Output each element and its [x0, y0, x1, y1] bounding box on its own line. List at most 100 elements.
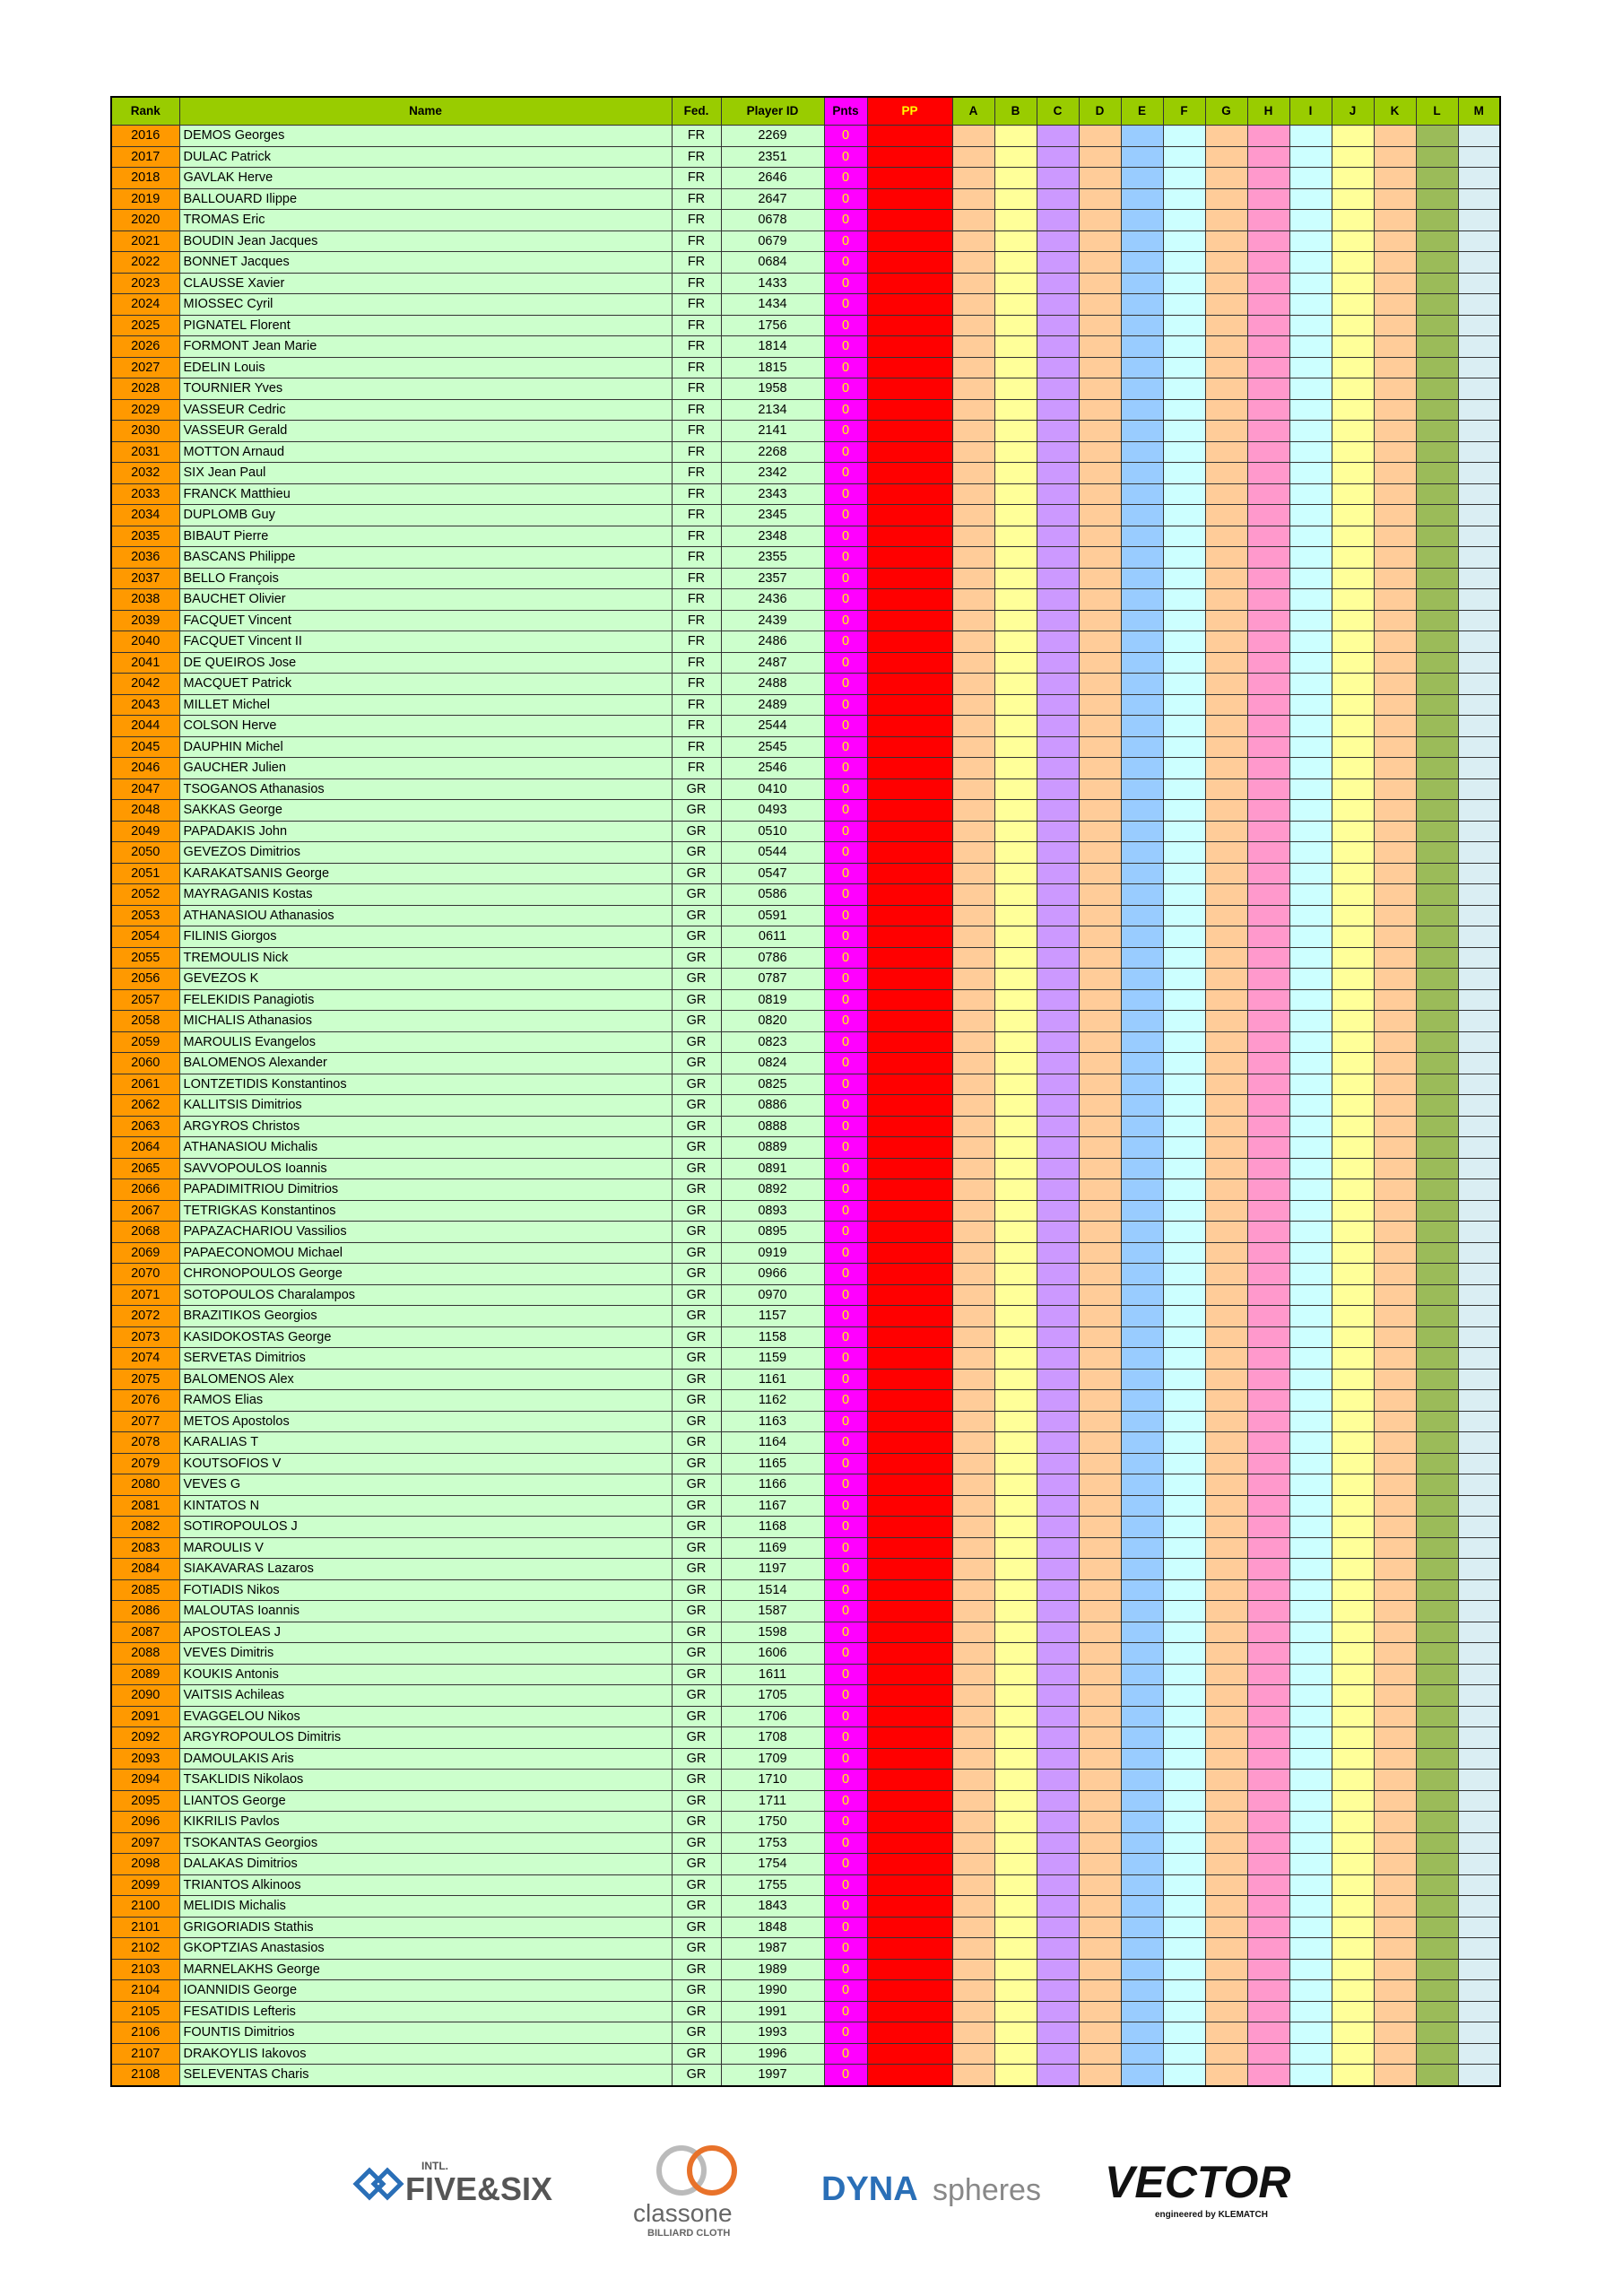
empty-cell — [1120, 314, 1164, 336]
empty-cell — [1162, 715, 1206, 737]
empty-cell — [1457, 1494, 1501, 1517]
empty-cell — [866, 1474, 953, 1496]
empty-cell — [1373, 314, 1417, 336]
empty-cell — [1457, 314, 1501, 336]
table-cell: 0 — [823, 1305, 868, 1327]
empty-cell — [994, 335, 1037, 358]
empty-cell — [1331, 1853, 1375, 1875]
table-cell: SOTIROPOULOS J — [178, 1516, 673, 1538]
empty-cell — [1331, 1115, 1375, 1137]
empty-cell — [1457, 968, 1501, 990]
empty-cell — [1120, 1726, 1164, 1749]
table-cell: 0 — [823, 1031, 868, 1053]
empty-cell — [951, 2042, 995, 2065]
empty-cell — [1246, 1431, 1290, 1454]
empty-cell — [1373, 1474, 1417, 1496]
empty-cell — [1204, 1937, 1248, 1960]
table-cell: 0 — [823, 1136, 868, 1159]
table-cell: 0 — [823, 1979, 868, 2002]
empty-cell — [866, 314, 953, 336]
empty-cell — [1415, 2042, 1459, 2065]
empty-cell — [1246, 230, 1290, 252]
empty-cell — [1289, 1347, 1332, 1370]
empty-cell — [1162, 187, 1206, 210]
empty-cell — [866, 1199, 953, 1222]
empty-cell — [1120, 1705, 1164, 1727]
empty-cell — [1373, 1199, 1417, 1222]
table-cell: 0 — [823, 209, 868, 231]
empty-cell — [1331, 504, 1375, 526]
empty-cell — [1078, 1494, 1122, 1517]
empty-cell — [1162, 462, 1206, 484]
empty-cell — [866, 1979, 953, 2002]
table-cell: FR — [671, 272, 722, 294]
table-cell: 2082 — [110, 1516, 180, 1538]
empty-cell — [866, 883, 953, 906]
table-cell: 2545 — [720, 735, 825, 758]
empty-cell — [1120, 1010, 1164, 1032]
empty-cell — [951, 1410, 995, 1432]
empty-cell — [1036, 167, 1080, 189]
empty-cell — [1246, 567, 1290, 589]
table-cell: 0 — [823, 1494, 868, 1517]
empty-cell — [1373, 293, 1417, 316]
empty-cell — [1457, 1115, 1501, 1137]
empty-cell — [1246, 1410, 1290, 1432]
empty-cell — [1120, 1747, 1164, 1770]
table-cell: 2095 — [110, 1789, 180, 1812]
table-cell: GR — [671, 1937, 722, 1960]
table-row: 2088 VEVES Dimitris GR 1606 0 — [110, 1642, 1501, 1665]
empty-cell — [994, 356, 1037, 378]
empty-cell — [1457, 1958, 1501, 1980]
empty-cell — [1204, 609, 1248, 631]
empty-cell — [1415, 1516, 1459, 1538]
table-row: 2047 TSOGANOS Athanasios GR 0410 0 — [110, 778, 1501, 800]
table-cell: GR — [671, 1494, 722, 1517]
empty-cell — [1246, 1199, 1290, 1222]
empty-cell — [1120, 2022, 1164, 2044]
empty-cell — [1415, 1578, 1459, 1601]
empty-cell — [1246, 440, 1290, 463]
table-cell: 1167 — [720, 1494, 825, 1517]
table-cell: 0 — [823, 1157, 868, 1179]
empty-cell — [1457, 1536, 1501, 1559]
empty-cell — [951, 1874, 995, 1896]
table-cell: 2058 — [110, 1010, 180, 1032]
empty-cell — [1373, 440, 1417, 463]
empty-cell — [866, 1494, 953, 1517]
empty-cell — [951, 651, 995, 674]
table-cell: MALOUTAS Ioannis — [178, 1600, 673, 1622]
table-cell: 0 — [823, 1368, 868, 1390]
table-row: 2031 MOTTON Arnaud FR 2268 0 — [110, 440, 1501, 463]
column-header: E — [1120, 96, 1164, 126]
empty-cell — [1373, 609, 1417, 631]
empty-cell — [1289, 757, 1332, 779]
empty-cell — [1162, 1895, 1206, 1918]
empty-cell — [1078, 1831, 1122, 1854]
empty-cell — [1457, 356, 1501, 378]
empty-cell — [1246, 1853, 1290, 1875]
table-cell: GR — [671, 1600, 722, 1622]
empty-cell — [994, 926, 1037, 948]
column-header: G — [1204, 96, 1248, 126]
empty-cell — [1289, 2022, 1332, 2044]
table-row: 2071 SOTOPOULOS Charalampos GR 0970 0 — [110, 1283, 1501, 1306]
empty-cell — [1078, 1452, 1122, 1474]
empty-cell — [1289, 1536, 1332, 1559]
empty-cell — [951, 588, 995, 611]
empty-cell — [1289, 1494, 1332, 1517]
table-cell: 1990 — [720, 1979, 825, 2002]
empty-cell — [1331, 125, 1375, 147]
table-row: 2102 GKOPTZIAS Anastasios GR 1987 0 — [110, 1937, 1501, 1960]
empty-cell — [1246, 735, 1290, 758]
empty-cell — [1120, 1494, 1164, 1517]
table-row: 2086 MALOUTAS Ioannis GR 1587 0 — [110, 1600, 1501, 1622]
table-cell: 0510 — [720, 820, 825, 842]
empty-cell — [1289, 125, 1332, 147]
table-cell: 1166 — [720, 1474, 825, 1496]
table-cell: 0 — [823, 968, 868, 990]
empty-cell — [1036, 1578, 1080, 1601]
empty-cell — [1078, 1305, 1122, 1327]
table-cell: 0684 — [720, 251, 825, 274]
empty-cell — [1162, 2000, 1206, 2022]
